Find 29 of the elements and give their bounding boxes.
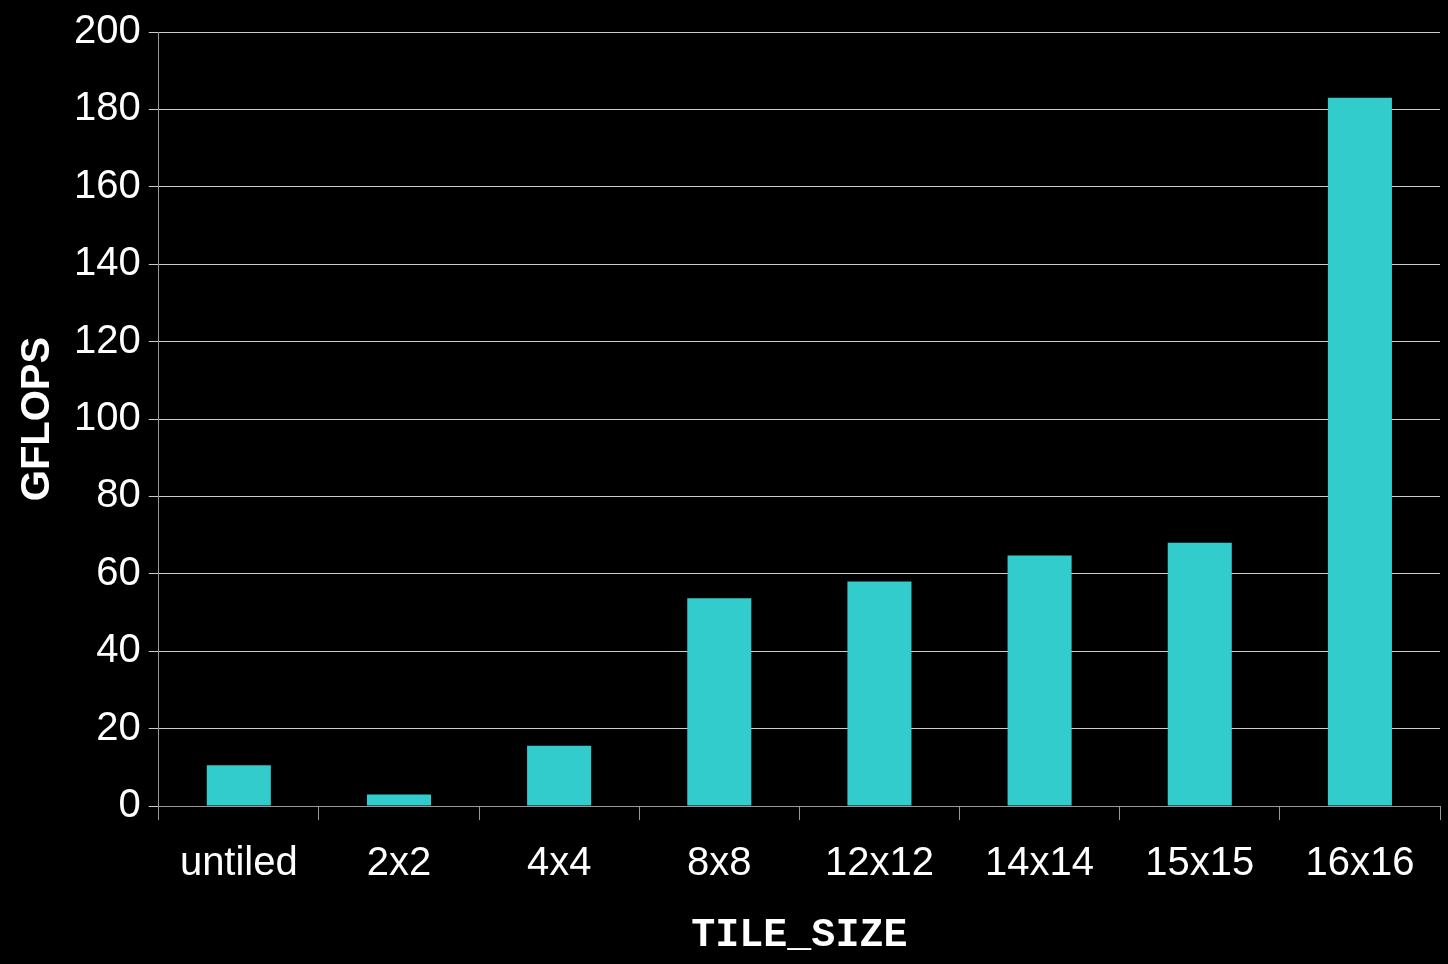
x-tick-label: 4x4 — [526, 839, 592, 884]
x-tick-label: 15x15 — [1145, 839, 1255, 884]
bar — [366, 794, 432, 806]
y-tick-label: 200 — [73, 7, 141, 52]
y-tick-label: 120 — [73, 316, 141, 361]
x-tick-label: untiled — [179, 839, 298, 884]
bar — [1327, 97, 1392, 806]
bar — [1007, 555, 1072, 806]
bar — [847, 581, 912, 806]
y-tick-label: 100 — [73, 394, 141, 439]
bar — [1167, 542, 1232, 806]
y-tick-label: 20 — [96, 703, 141, 748]
y-axis-title: GFLOPS — [13, 336, 58, 502]
x-axis-title: TILE_SIZE — [691, 913, 908, 959]
y-tick-label: 0 — [118, 781, 141, 826]
y-tick-label: 60 — [96, 548, 141, 593]
y-tick-label: 80 — [96, 471, 141, 516]
bar — [527, 745, 592, 806]
y-tick-label: 160 — [73, 161, 141, 206]
y-tick-label: 40 — [96, 626, 141, 671]
y-tick-label: 180 — [73, 84, 141, 129]
bar — [206, 765, 271, 806]
x-tick-label: 8x8 — [687, 839, 752, 884]
x-tick-label: 2x2 — [366, 839, 432, 884]
x-tick-label: 16x16 — [1305, 839, 1415, 884]
x-tick-label: 12x12 — [824, 839, 934, 884]
x-tick-label: 14x14 — [985, 839, 1095, 884]
y-tick-label: 140 — [73, 239, 141, 284]
bar — [687, 598, 752, 806]
